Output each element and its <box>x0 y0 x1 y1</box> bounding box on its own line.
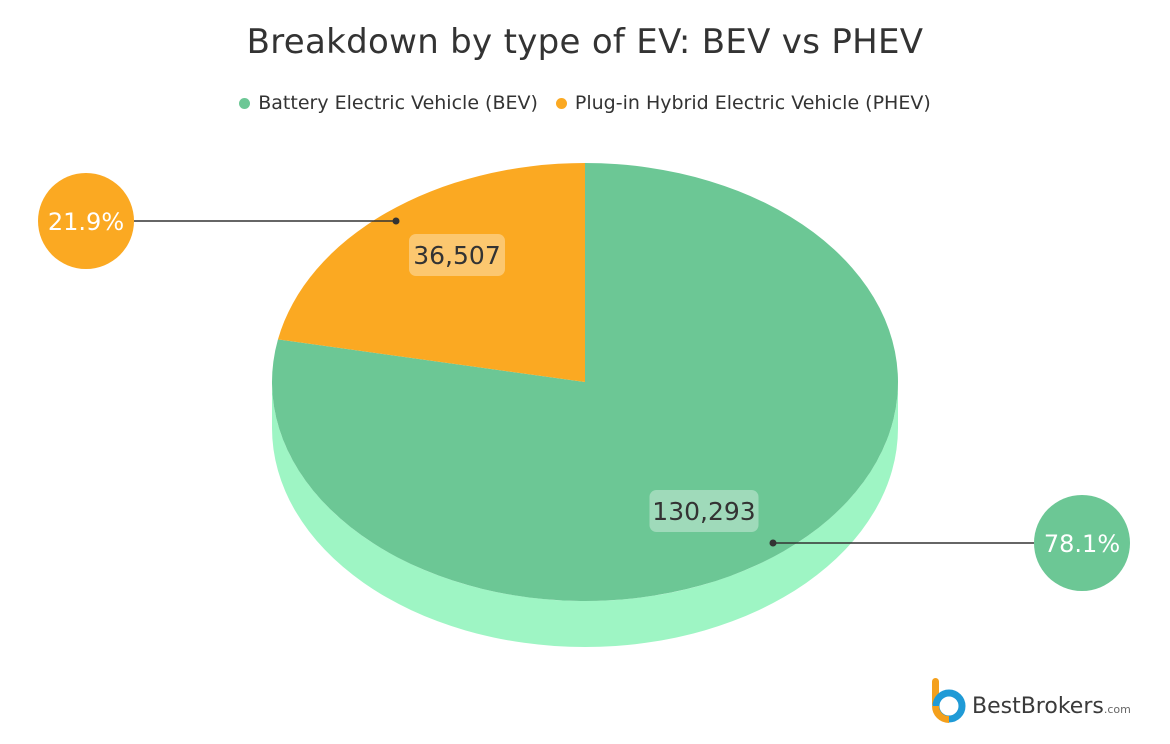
legend-marker-bev <box>239 97 251 109</box>
chart-title: Breakdown by type of EV: BEV vs PHEV <box>246 22 924 62</box>
legend-item-phev: Plug-in Hybrid Electric Vehicle (PHEV) <box>555 92 931 114</box>
bestbrokers-logo: BestBrokers.com <box>928 676 1138 726</box>
legend-label-bev: Battery Electric Vehicle (BEV) <box>258 92 538 114</box>
percent-label-bev: 78.1% <box>1044 530 1120 558</box>
legend-item-bev: Battery Electric Vehicle (BEV) <box>239 92 538 114</box>
data-label-box-phev <box>409 234 505 276</box>
data-label-phev: 36,507 <box>413 241 500 270</box>
legend-label-phev: Plug-in Hybrid Electric Vehicle (PHEV) <box>574 92 931 114</box>
leader-dot-phev <box>392 217 400 225</box>
chart-legend: Battery Electric Vehicle (BEV) Plug-in H… <box>0 92 1170 114</box>
legend-marker-phev <box>555 97 567 109</box>
leader-dot-bev <box>769 539 777 547</box>
bestbrokers-logo-icon <box>932 678 966 723</box>
pie-side-bev <box>272 382 898 647</box>
data-label-box-bev <box>649 490 759 532</box>
bestbrokers-logo-text: BestBrokers.com <box>972 694 1131 719</box>
percent-bubble-bev <box>1034 495 1130 591</box>
percent-bubble-phev <box>38 173 134 269</box>
pie-slice-phev <box>277 163 585 382</box>
percent-label-phev: 21.9% <box>48 208 124 236</box>
data-label-bev: 130,293 <box>652 497 755 526</box>
